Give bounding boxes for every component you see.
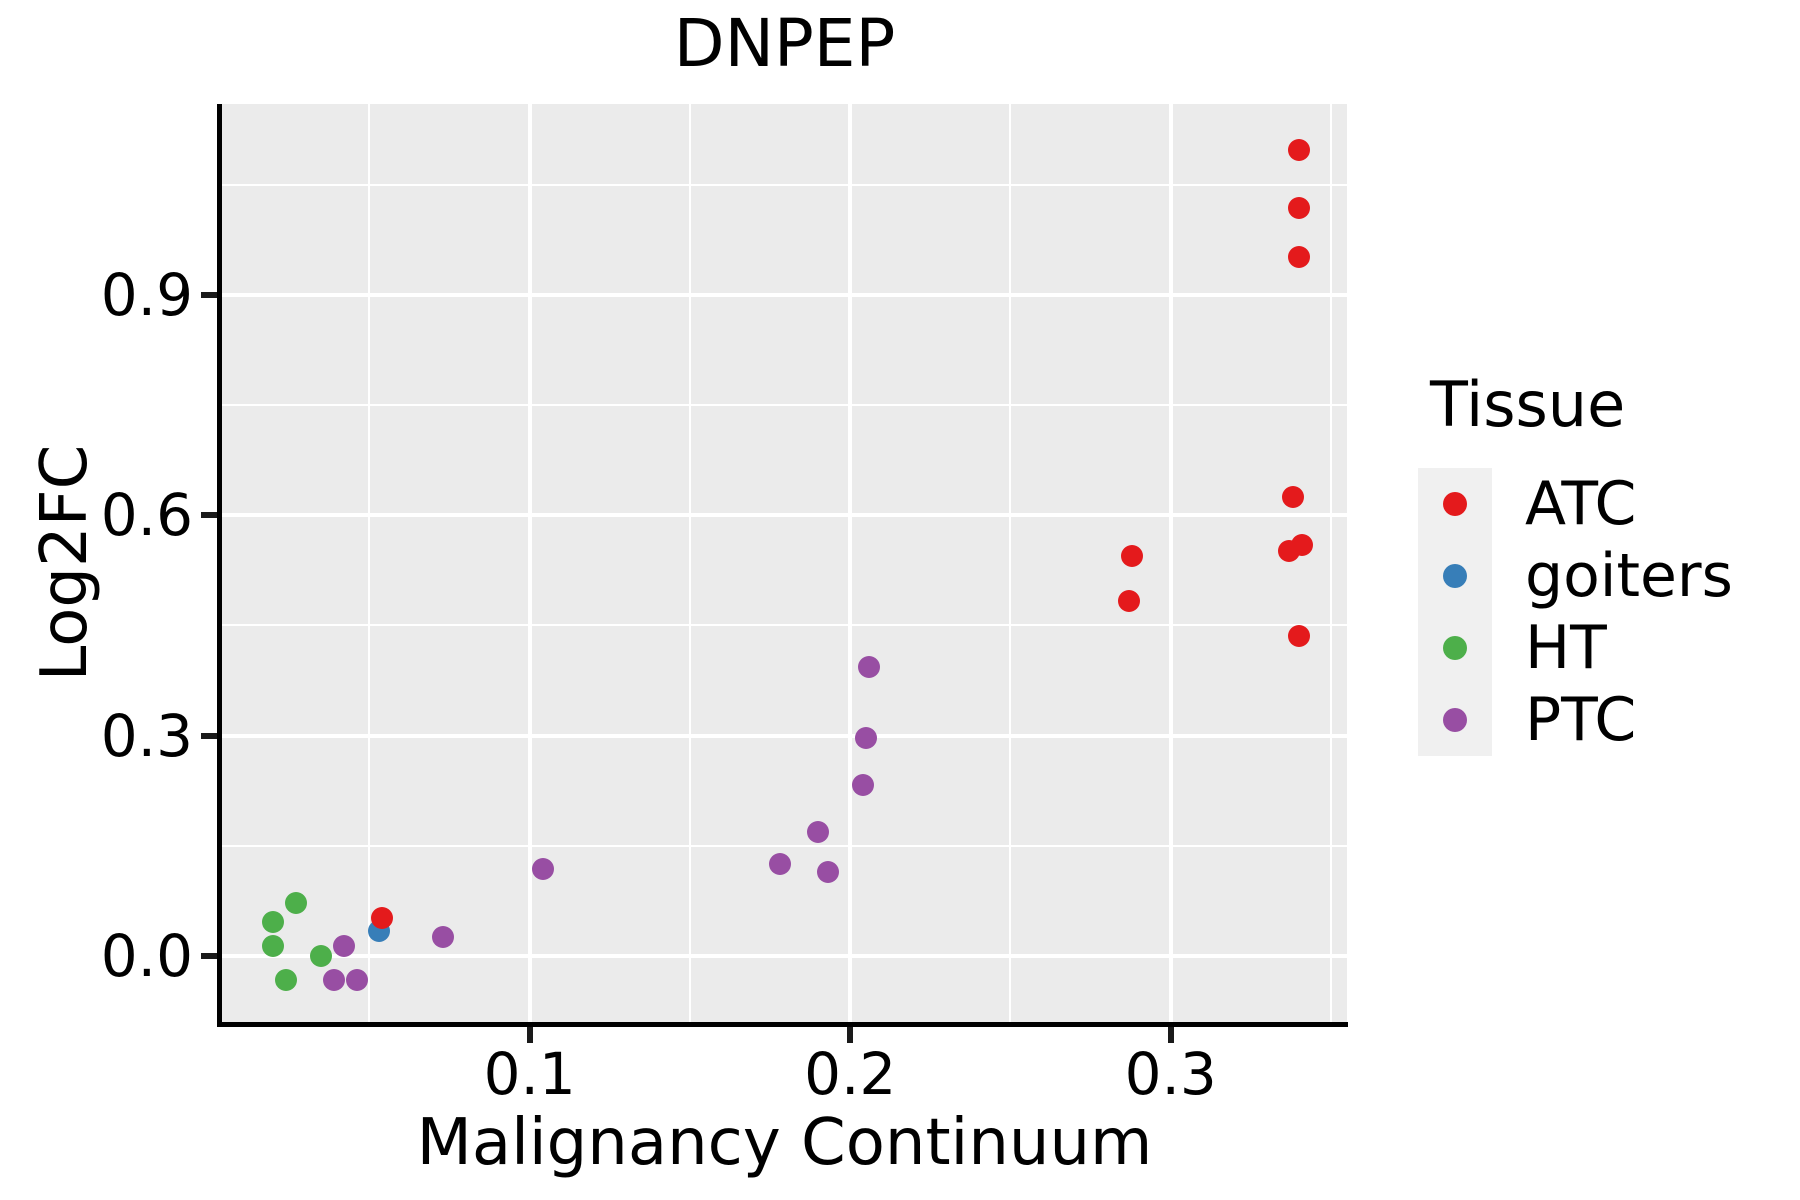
legend-entry-PTC: PTC <box>1418 684 1778 756</box>
data-point-ATC <box>1287 246 1310 269</box>
data-point-ATC <box>1121 545 1144 568</box>
data-point-PTC <box>858 656 881 679</box>
legend-entry-label: goiters <box>1525 541 1733 611</box>
x-tick-mark <box>1167 1027 1174 1043</box>
x-axis-line <box>217 1022 1348 1027</box>
legend-key-dot <box>1443 564 1467 588</box>
legend-entry-label: ATC <box>1525 469 1637 539</box>
x-axis-title: Malignancy Continuum <box>416 1106 1153 1180</box>
x-minor-gridline <box>1009 104 1012 1022</box>
data-point-PTC <box>531 858 554 881</box>
data-point-ATC <box>1287 624 1310 647</box>
y-tick-mark <box>201 291 217 298</box>
legend-entry-ATC: ATC <box>1418 468 1778 540</box>
y-minor-gridline <box>222 624 1347 627</box>
data-point-PTC <box>855 726 878 749</box>
data-point-ATC <box>1291 534 1314 557</box>
y-tick-mark <box>201 732 217 739</box>
y-minor-gridline <box>222 844 1347 847</box>
plot-title: DNPEP <box>673 5 896 82</box>
x-tick-label: 0.2 <box>804 1040 897 1108</box>
legend-entry-label: PTC <box>1525 685 1637 755</box>
x-minor-gridline <box>368 104 371 1022</box>
legend-entry-label: HT <box>1525 613 1607 683</box>
y-major-gridline <box>222 513 1347 518</box>
y-major-gridline <box>222 733 1347 738</box>
x-minor-gridline <box>688 104 691 1022</box>
y-minor-gridline <box>222 183 1347 186</box>
y-tick-label: 0.0 <box>100 921 193 990</box>
data-point-HT <box>310 944 333 967</box>
data-point-PTC <box>816 861 839 884</box>
x-major-gridline <box>1168 104 1173 1022</box>
data-point-PTC <box>807 820 830 843</box>
x-major-gridline <box>527 104 532 1022</box>
x-tick-label: 0.1 <box>483 1040 576 1108</box>
data-point-ATC <box>1287 138 1310 161</box>
data-point-PTC <box>323 969 346 992</box>
y-major-gridline <box>222 953 1347 958</box>
data-point-PTC <box>332 934 355 957</box>
x-tick-label: 0.3 <box>1124 1040 1217 1108</box>
y-tick-label: 0.3 <box>100 701 193 770</box>
data-point-HT <box>262 911 285 934</box>
y-axis-line <box>217 104 222 1027</box>
x-tick-mark <box>526 1027 533 1043</box>
y-tick-mark <box>201 952 217 959</box>
y-tick-mark <box>201 512 217 519</box>
y-tick-label: 0.6 <box>100 481 193 550</box>
data-point-PTC <box>432 925 455 948</box>
data-point-HT <box>275 969 298 992</box>
data-point-ATC <box>1281 485 1304 508</box>
plot-panel <box>222 104 1347 1022</box>
x-tick-mark <box>847 1027 854 1043</box>
legend-key-dot <box>1443 708 1467 732</box>
data-point-PTC <box>768 853 791 876</box>
legend-entry-HT: HT <box>1418 612 1778 684</box>
data-point-ATC <box>1118 590 1141 613</box>
data-point-PTC <box>852 773 875 796</box>
legend-entry-goiters: goiters <box>1418 540 1778 612</box>
data-point-HT <box>284 892 307 915</box>
data-point-ATC <box>371 906 394 929</box>
x-major-gridline <box>848 104 853 1022</box>
legend-key-dot <box>1443 492 1467 516</box>
data-point-ATC <box>1287 196 1310 219</box>
data-point-PTC <box>345 969 368 992</box>
x-minor-gridline <box>1329 104 1332 1022</box>
y-tick-label: 0.9 <box>100 260 193 329</box>
y-major-gridline <box>222 292 1347 297</box>
legend-title: Tissue <box>1430 368 1626 441</box>
y-minor-gridline <box>222 404 1347 407</box>
legend-key-dot <box>1443 636 1467 660</box>
data-point-HT <box>262 934 285 957</box>
